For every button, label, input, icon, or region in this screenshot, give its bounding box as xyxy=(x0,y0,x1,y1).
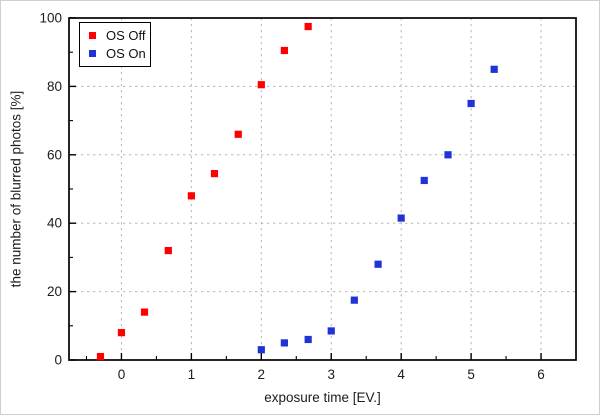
data-point-os-off xyxy=(210,170,219,178)
data-point-os-on xyxy=(257,346,265,354)
y-tick-label: 0 xyxy=(54,353,62,368)
data-point-os-on xyxy=(350,296,358,304)
y-tick-label: 60 xyxy=(47,147,62,162)
data-point-os-on xyxy=(490,65,498,73)
data-point-os-on xyxy=(397,214,405,222)
data-point-os-on xyxy=(420,176,428,185)
data-point-os-off xyxy=(234,130,242,138)
data-point-os-off xyxy=(96,352,105,361)
x-tick-label: 4 xyxy=(397,367,405,382)
x-axis-title: exposure time [EV.] xyxy=(264,390,381,405)
data-point-os-on xyxy=(444,151,452,159)
y-tick-label: 20 xyxy=(47,284,62,299)
data-point-os-on xyxy=(374,260,382,268)
legend-item-os-off: OS Off xyxy=(80,28,150,43)
x-tick-label: 6 xyxy=(537,367,545,382)
y-tick-label: 80 xyxy=(47,79,62,94)
y-axis-title: the number of blurred photos [%] xyxy=(8,90,23,288)
legend: OS Off OS On xyxy=(79,22,151,67)
data-point-os-off xyxy=(304,22,312,31)
os-off-swatch-icon xyxy=(89,32,96,39)
x-tick-label: 5 xyxy=(467,367,475,382)
data-point-os-off xyxy=(164,246,172,255)
x-tick-label: 2 xyxy=(258,367,266,382)
legend-label-os-off: OS Off xyxy=(106,28,146,43)
data-point-os-off xyxy=(140,308,149,316)
legend-item-os-on: OS On xyxy=(80,46,150,61)
data-point-os-on xyxy=(304,335,312,344)
x-tick-label: 0 xyxy=(118,367,126,382)
x-tick-label: 1 xyxy=(188,367,196,382)
y-tick-label: 100 xyxy=(39,11,62,26)
y-tick-label: 40 xyxy=(47,216,62,231)
legend-label-os-on: OS On xyxy=(106,46,146,61)
data-point-os-off xyxy=(117,329,126,337)
y-axis-title-wrap: the number of blurred photos [%] xyxy=(1,18,31,360)
os-on-swatch-icon xyxy=(89,50,96,57)
data-point-os-on xyxy=(327,327,335,335)
x-tick-label: 3 xyxy=(327,367,335,382)
data-point-os-off xyxy=(257,81,265,89)
data-point-os-off xyxy=(187,192,195,200)
data-point-os-on xyxy=(280,339,288,347)
data-point-os-on xyxy=(467,99,475,108)
data-point-os-off xyxy=(280,46,288,55)
